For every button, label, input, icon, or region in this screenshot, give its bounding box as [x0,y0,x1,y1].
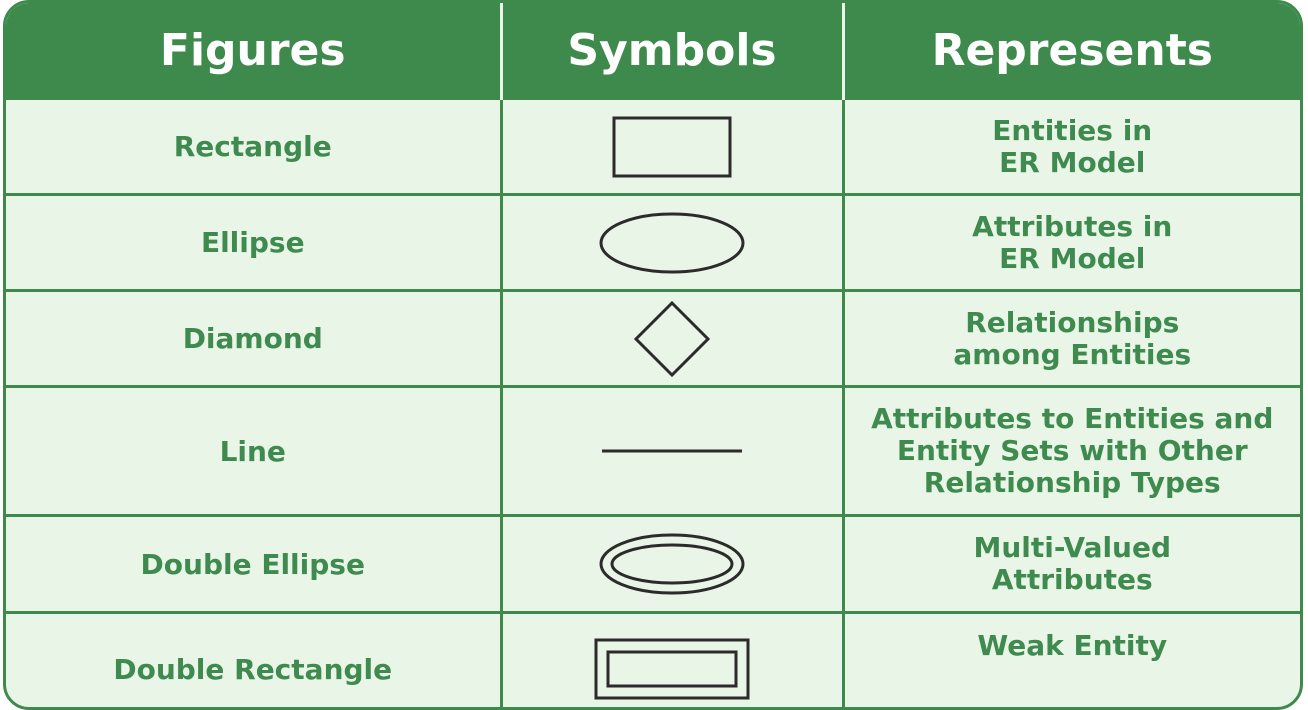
er-symbols-table: Figures Symbols Represents Rectangle Ent… [6,3,1300,707]
symbol-cell [501,611,845,707]
figure-cell: Line [6,385,503,516]
table-row: Line Attributes to Entities and Entity S… [6,385,1300,516]
symbol-cell [501,289,845,387]
represents-cell: Multi-Valued Attributes [843,514,1300,613]
symbol-cell [501,514,845,613]
table-row: Double Rectangle Weak Entity [6,611,1300,707]
figure-cell: Double Rectangle [6,611,503,707]
header-figures: Figures [6,3,503,99]
table-row: Ellipse Attributes in ER Model [6,193,1300,291]
header-symbols: Symbols [501,3,845,99]
represents-cell: Attributes to Entities and Entity Sets w… [843,385,1300,516]
represents-cell: Relationships among Entities [843,289,1300,387]
figure-cell: Ellipse [6,193,503,291]
header-row: Figures Symbols Represents [6,3,1300,99]
diamond-icon [633,300,711,377]
symbol-cell [501,193,845,291]
double-rectangle-icon [594,638,750,700]
rectangle-icon [612,116,732,177]
table-row: Diamond Relationships among Entities [6,289,1300,387]
table-row: Double Ellipse Multi-Valued Attributes [6,514,1300,613]
table-row: Rectangle Entities in ER Model [6,97,1300,195]
represents-cell: Weak Entity [843,611,1300,707]
symbol-cell [501,97,845,195]
figure-cell: Double Ellipse [6,514,503,613]
double-ellipse-icon [599,533,745,595]
represents-cell: Entities in ER Model [843,97,1300,195]
symbol-cell [501,385,845,516]
represents-cell: Attributes in ER Model [843,193,1300,291]
er-symbols-table-card: Figures Symbols Represents Rectangle Ent… [3,0,1303,710]
line-icon [602,449,742,453]
header-represents: Represents [843,3,1300,99]
ellipse-icon [599,212,745,273]
figure-cell: Diamond [6,289,503,387]
figure-cell: Rectangle [6,97,503,195]
